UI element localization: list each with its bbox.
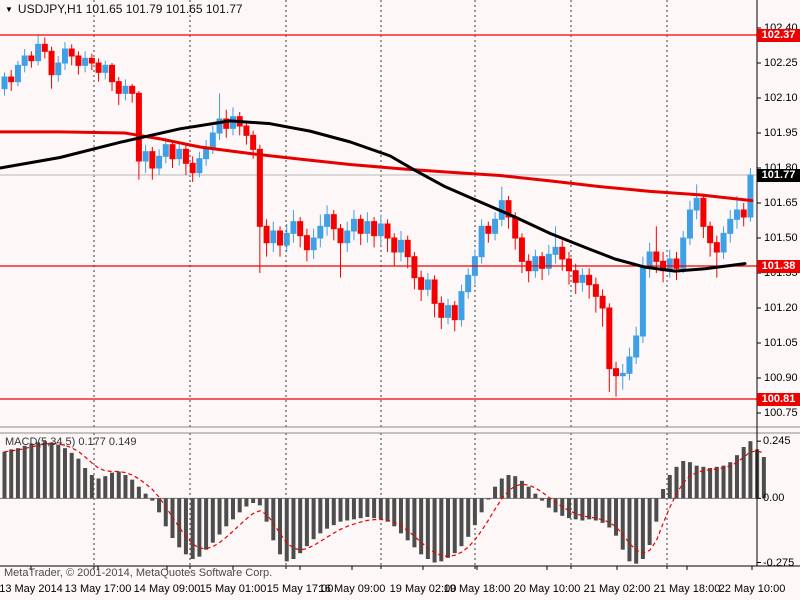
macd-tick-label: 0.245 (763, 435, 791, 448)
time-tick-label: 14 May 09:00 (133, 583, 201, 595)
price-tag-101.77: 101.77 (757, 168, 800, 182)
time-tick-label: 21 May 02:00 (583, 583, 651, 595)
chart-title-text: USDJPY,H1 101.65 101.79 101.65 101.77 (17, 2, 243, 16)
symbol-dropdown-icon[interactable]: ▼ (5, 4, 13, 14)
price-tick-label: 102.10 (764, 92, 798, 104)
time-tick-label: 16 May 09:00 (318, 583, 386, 595)
price-tick-label: 100.75 (764, 407, 798, 419)
time-tick-label: 20 May 10:00 (513, 583, 581, 595)
macd-tick-label: 0.00 (763, 492, 785, 505)
copyright-text: MetaTrader, © 2001-2014, MetaQuotes Soft… (4, 567, 273, 579)
time-tick-label: 15 May 01:00 (199, 583, 267, 595)
time-tick-label: 21 May 18:00 (653, 583, 721, 595)
chart-header: ▼ USDJPY,H1 101.65 101.79 101.65 101.77 (5, 2, 243, 16)
price-tick-label: 101.95 (764, 127, 798, 139)
time-tick-label: 15 May 17:00 (266, 583, 334, 595)
price-tick-label: 101.50 (764, 232, 798, 244)
time-tick-label: 22 May 10:00 (718, 583, 786, 595)
time-tick-label: 13 May 17:00 (64, 583, 132, 595)
price-tag-101.38: 101.38 (757, 259, 800, 273)
time-tick-label: 13 May 2014 (0, 583, 63, 595)
price-tag-102.37: 102.37 (757, 28, 800, 42)
price-tick-label: 101.05 (764, 337, 798, 349)
price-tick-label: 101.20 (764, 302, 798, 314)
price-tag-100.81: 100.81 (757, 392, 800, 406)
price-tick-label: 102.25 (764, 57, 798, 69)
time-tick-label: 19 May 18:00 (443, 583, 511, 595)
price-tick-label: 100.90 (764, 372, 798, 384)
time-tick-label: 19 May 02:00 (389, 583, 457, 595)
macd-indicator-label: MACD(5,34,5) 0.177 0.149 (5, 436, 137, 448)
price-tick-label: 101.65 (764, 197, 798, 209)
macd-tick-label: -0.275 (763, 556, 795, 569)
